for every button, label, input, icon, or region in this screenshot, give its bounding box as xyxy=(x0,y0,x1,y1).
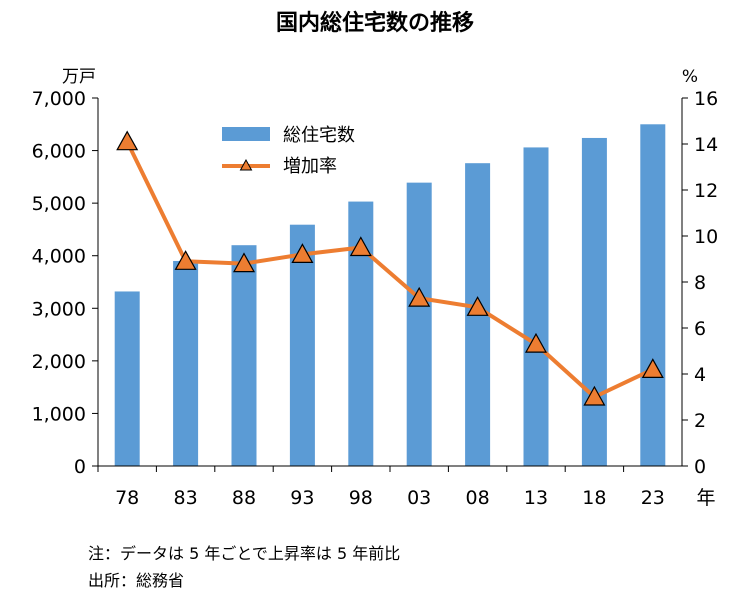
growth-rate-point xyxy=(349,236,372,257)
x-tick-label: 98 xyxy=(349,487,373,509)
left-tick-label: 7,000 xyxy=(32,88,86,110)
footnote: 注：データは 5 年ごとで上昇率は 5 年前比 xyxy=(88,544,401,563)
source-note: 出所：総務省 xyxy=(88,571,185,590)
growth-rate-point xyxy=(232,252,256,273)
left-tick-label: 1,000 xyxy=(32,403,86,425)
right-tick-label: 6 xyxy=(694,318,706,340)
right-tick-label: 2 xyxy=(694,410,706,432)
legend: 総住宅数 増加率 xyxy=(222,125,355,177)
x-axis-unit: 年 xyxy=(696,487,715,509)
bar xyxy=(523,147,549,466)
bar xyxy=(289,224,315,466)
growth-rate-point xyxy=(641,358,664,378)
right-tick-label: 8 xyxy=(694,272,706,294)
legend-bar-swatch xyxy=(222,127,270,141)
growth-rate-line xyxy=(125,140,654,399)
plot-area: 0 1,000 2,000 3,000 4,000 5,000 6,000 7,000 0 2 4 6… xyxy=(32,88,719,509)
bar xyxy=(231,245,257,466)
x-tick-label: 23 xyxy=(641,487,665,509)
left-tick-label: 5,000 xyxy=(32,193,86,215)
legend-line-label: 増加率 xyxy=(283,156,337,177)
x-tick-label: 13 xyxy=(524,487,548,509)
right-tick-label: 12 xyxy=(694,180,718,202)
bar xyxy=(173,260,199,466)
x-tick-label: 93 xyxy=(290,487,314,509)
left-tick-label: 3,000 xyxy=(32,298,86,320)
left-tick-label: 4,000 xyxy=(32,246,86,268)
x-tick-label: 08 xyxy=(466,487,490,509)
right-tick-label: 10 xyxy=(694,226,718,248)
x-tick-label: 88 xyxy=(232,487,256,509)
growth-rate-point xyxy=(583,385,606,406)
x-tick-label: 83 xyxy=(174,487,198,509)
left-tick-label: 2,000 xyxy=(32,351,86,373)
bar xyxy=(581,137,607,466)
growth-rate-point xyxy=(524,332,548,353)
growth-rate-point xyxy=(116,130,139,151)
growth-rate-point xyxy=(174,250,197,270)
right-axis-unit: % xyxy=(682,67,698,87)
x-tick-label: 78 xyxy=(115,487,139,509)
growth-rate-point xyxy=(291,243,314,263)
legend-triangle-marker xyxy=(239,158,253,171)
bar xyxy=(114,291,140,466)
bar xyxy=(640,124,666,467)
growth-rate-point xyxy=(466,296,489,316)
bar xyxy=(406,182,432,466)
left-tick-label: 6,000 xyxy=(32,141,86,163)
right-tick-label: 4 xyxy=(694,364,706,386)
growth-rate-point xyxy=(408,286,431,307)
right-tick-label: 14 xyxy=(694,134,718,156)
left-axis-unit: 万戸 xyxy=(62,67,96,87)
legend-bar-label: 総住宅数 xyxy=(283,125,355,146)
x-tick-label: 03 xyxy=(407,487,431,509)
right-tick-label: 16 xyxy=(694,88,718,110)
left-tick-label: 0 xyxy=(74,456,86,478)
right-tick-label: 0 xyxy=(694,456,706,478)
x-tick-label: 18 xyxy=(582,487,606,509)
chart-title: 国内総住宅数の推移 xyxy=(276,10,474,36)
